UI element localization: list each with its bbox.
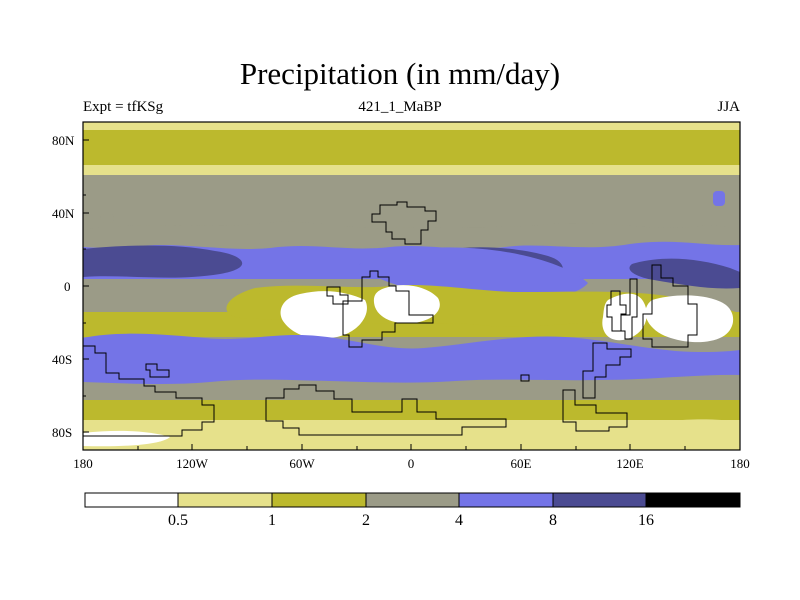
experiment-label: Expt = tfKSg <box>83 99 164 115</box>
y-tick-label-80s: 80S <box>52 425 72 440</box>
y-tick-label-0: 0 <box>64 279 71 294</box>
far-east-coastline <box>642 264 698 348</box>
africa-coastline <box>342 270 434 348</box>
southern-blue-band <box>83 333 740 385</box>
x-axis-ticks: 180 120W 60W 0 60E 120E 180 <box>73 444 750 471</box>
figure-title: Precipitation (in mm/day) <box>239 56 561 91</box>
antarctic-coastline <box>265 384 507 436</box>
upper-gray-wave <box>83 221 740 249</box>
y-tick-label-80n: 80N <box>52 133 75 148</box>
x-tick-label-120w: 120W <box>176 456 209 471</box>
legend-label-0-5: 0.5 <box>168 512 188 529</box>
x-tick-label-180-left: 180 <box>73 456 93 471</box>
y-axis-ticks: 80N 40N 0 40S 80S <box>52 133 89 440</box>
legend-swatch-0 <box>84 492 179 508</box>
south-america-coastline <box>82 345 215 437</box>
x-tick-label-60e: 60E <box>511 456 532 471</box>
legend-swatch-6 <box>645 492 741 508</box>
run-label: 421_1_MaBP <box>358 99 442 115</box>
eastern-dark-rain-core <box>629 258 740 289</box>
middle-dry-zone <box>373 285 440 324</box>
southern-yellow-band-2 <box>83 400 740 420</box>
map-panel <box>82 121 741 451</box>
south-west-white-patch <box>83 430 170 447</box>
africa-dry-zone <box>280 291 367 339</box>
legend-label-16: 16 <box>638 512 654 529</box>
south-east-coastline <box>562 389 628 432</box>
legend-swatch-1 <box>177 492 273 508</box>
color-legend: 0.5 1 2 4 8 16 <box>84 492 741 529</box>
x-tick-label-180-right: 180 <box>730 456 750 471</box>
y-tick-label-40n: 40N <box>52 206 75 221</box>
small-island-coastline <box>326 286 349 305</box>
x-tick-label-60w: 60W <box>289 456 315 471</box>
legend-swatch-3 <box>365 492 460 508</box>
legend-label-4: 4 <box>455 512 463 529</box>
x-tick-label-0: 0 <box>408 456 415 471</box>
southern-continent-outline <box>582 342 632 399</box>
legend-swatch-2 <box>271 492 367 508</box>
legend-label-2: 2 <box>362 512 370 529</box>
west-gray-patch <box>100 214 114 223</box>
legend-swatch-4 <box>458 492 554 508</box>
north-africa-europe-coast <box>371 201 437 245</box>
season-label: JJA <box>717 99 740 115</box>
legend-label-8: 8 <box>549 512 557 529</box>
small-southern-island <box>145 363 170 378</box>
y-tick-label-40s: 40S <box>52 352 72 367</box>
eastern-land-coastline <box>620 278 638 340</box>
eastern-dry-zone <box>602 293 647 341</box>
east-blue-patch <box>713 191 725 206</box>
far-east-dry-zone <box>645 295 734 343</box>
southern-spot-island <box>520 374 530 382</box>
legend-label-1: 1 <box>268 512 276 529</box>
northern-yellow-band <box>83 130 740 165</box>
legend-swatch-5 <box>552 492 647 508</box>
x-tick-label-120e: 120E <box>616 456 644 471</box>
western-dark-rain-core <box>83 245 243 278</box>
